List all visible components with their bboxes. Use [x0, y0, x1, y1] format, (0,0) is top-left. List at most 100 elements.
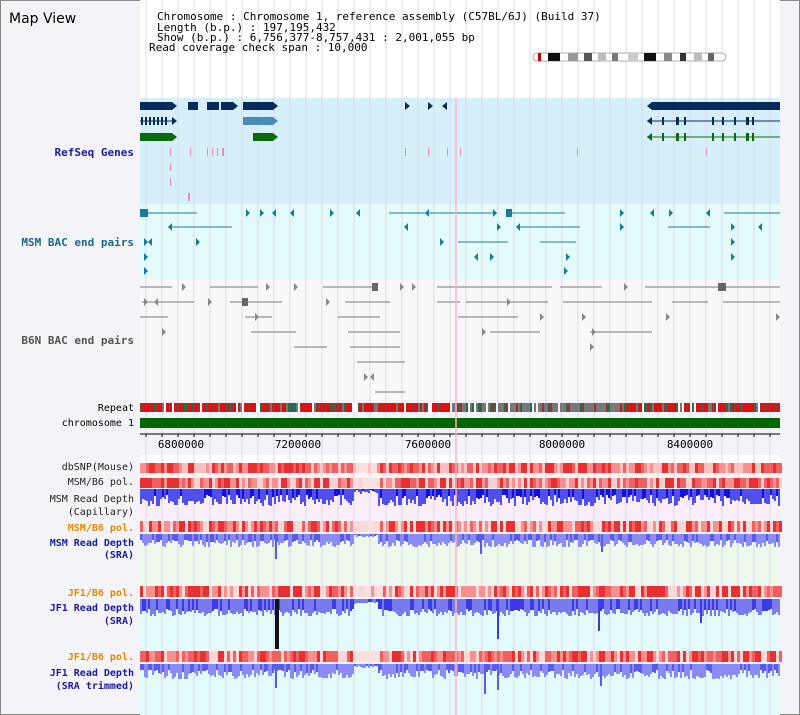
dbsnp-heat-strip[interactable] — [140, 463, 782, 473]
heat-cell — [233, 521, 236, 532]
repeat-block — [140, 403, 142, 412]
depth-bar — [214, 664, 216, 677]
depth-bar — [252, 534, 254, 547]
depth-bar — [232, 489, 234, 504]
heat-cell — [320, 586, 323, 597]
depth-bar — [688, 489, 690, 500]
heat-cell — [713, 463, 716, 473]
depth-bar — [480, 489, 482, 498]
depth-bar — [330, 599, 332, 614]
depth-bar — [572, 489, 574, 497]
msm-bac-track[interactable] — [140, 209, 780, 275]
heat-cell — [365, 521, 368, 532]
depth-bar — [672, 489, 674, 496]
repeat-block — [510, 403, 512, 412]
heat-cell — [602, 651, 605, 662]
heat-cell — [434, 651, 437, 662]
refseq-genes-track[interactable] — [140, 102, 780, 201]
track-label-refseq[interactable]: RefSeq Genes — [55, 146, 134, 159]
depth-bar — [386, 534, 388, 541]
chromosome-ideogram[interactable] — [532, 52, 727, 62]
depth-bar — [670, 489, 672, 503]
depth-bar — [668, 599, 670, 611]
repeat-block — [312, 403, 314, 412]
depth-bar — [778, 534, 780, 547]
depth-bar — [372, 664, 374, 667]
depth-bar — [752, 664, 754, 678]
heat-cell — [362, 586, 365, 597]
depth-bar — [616, 664, 618, 674]
depth-bar — [764, 599, 766, 611]
track-label-msm-depth-sra[interactable]: MSM Read Depth — [50, 538, 134, 549]
heat-cell — [344, 586, 347, 597]
heat-cell — [710, 521, 713, 532]
depth-bar — [416, 534, 418, 547]
msm-depth-sra-bars[interactable] — [140, 534, 780, 559]
depth-bar — [726, 534, 728, 541]
heat-cell — [239, 463, 242, 473]
jf1-b6-pol-heat-strip-2[interactable] — [140, 651, 782, 662]
msm-b6-pol-heat-strip-2[interactable] — [140, 521, 782, 532]
repeat-track[interactable] — [140, 403, 780, 412]
heat-cell — [716, 651, 719, 662]
track-label-jf1-b6-pol-2[interactable]: JF1/B6 pol. — [68, 652, 134, 663]
heat-cell — [599, 463, 602, 473]
b6n-bac-track[interactable] — [140, 283, 780, 393]
heat-cell — [689, 478, 692, 488]
track-label-jf1-depth-trimmed[interactable]: JF1 Read Depth — [50, 668, 134, 679]
heat-cell — [368, 651, 371, 662]
track-label-msm-bac[interactable]: MSM BAC end pairs — [21, 236, 134, 249]
heat-cell — [350, 586, 353, 597]
jf1-depth-sra-bars[interactable] — [140, 599, 780, 649]
heat-cell — [548, 463, 551, 473]
depth-bar — [564, 599, 566, 612]
track-label-msm-b6-pol[interactable]: MSM/B6 pol. — [68, 477, 134, 488]
depth-bar — [774, 489, 776, 501]
depth-bar — [588, 534, 590, 541]
heat-cell — [341, 478, 344, 488]
chromosome-bar[interactable] — [140, 418, 780, 428]
depth-bar — [734, 599, 736, 611]
heat-cell — [470, 521, 473, 532]
repeat-block — [176, 403, 178, 412]
depth-bar — [428, 489, 430, 496]
depth-spike — [275, 534, 277, 559]
heat-cell — [155, 521, 158, 532]
jf1-b6-pol-heat-strip[interactable] — [140, 586, 782, 597]
depth-bar — [740, 534, 742, 544]
msm-b6-pol-heat-strip[interactable] — [140, 478, 782, 488]
track-label-chromosome[interactable]: chromosome 1 — [62, 418, 134, 429]
depth-bar — [208, 599, 210, 613]
depth-bar — [360, 599, 362, 603]
depth-bar — [748, 534, 750, 546]
depth-bar — [758, 664, 760, 678]
track-label-dbsnp[interactable]: dbSNP(Mouse) — [62, 462, 134, 473]
track-label-msm-b6-pol-2[interactable]: MSM/B6 pol. — [68, 523, 134, 534]
msm-depth-capillary-bars[interactable] — [140, 489, 780, 506]
heat-cell — [359, 463, 362, 473]
heat-cell — [212, 521, 215, 532]
track-label-jf1-depth-sra[interactable]: JF1 Read Depth — [50, 603, 134, 614]
heat-cell — [560, 521, 563, 532]
track-label-repeat[interactable]: Repeat — [98, 403, 134, 414]
depth-bar — [466, 664, 468, 674]
heat-cell — [311, 651, 314, 662]
track-label-jf1-b6-pol[interactable]: JF1/B6 pol. — [68, 588, 134, 599]
depth-bar — [668, 489, 670, 504]
depth-bar — [332, 664, 334, 673]
heat-cell — [323, 651, 326, 662]
track-label-b6n-bac[interactable]: B6N BAC end pairs — [21, 334, 134, 347]
depth-bar — [726, 489, 728, 498]
heat-cell — [410, 463, 413, 473]
depth-bar — [528, 489, 530, 502]
depth-bar — [554, 489, 556, 495]
repeat-block — [696, 403, 698, 412]
repeat-block — [776, 403, 778, 412]
track-label-msm-depth-capillary[interactable]: MSM Read Depth — [50, 494, 134, 505]
depth-bar — [388, 664, 390, 674]
heat-cell — [197, 463, 200, 473]
heat-cell — [584, 651, 587, 662]
jf1-depth-trimmed-bars[interactable] — [140, 664, 780, 694]
repeat-block — [320, 403, 322, 412]
depth-bar — [624, 534, 626, 545]
